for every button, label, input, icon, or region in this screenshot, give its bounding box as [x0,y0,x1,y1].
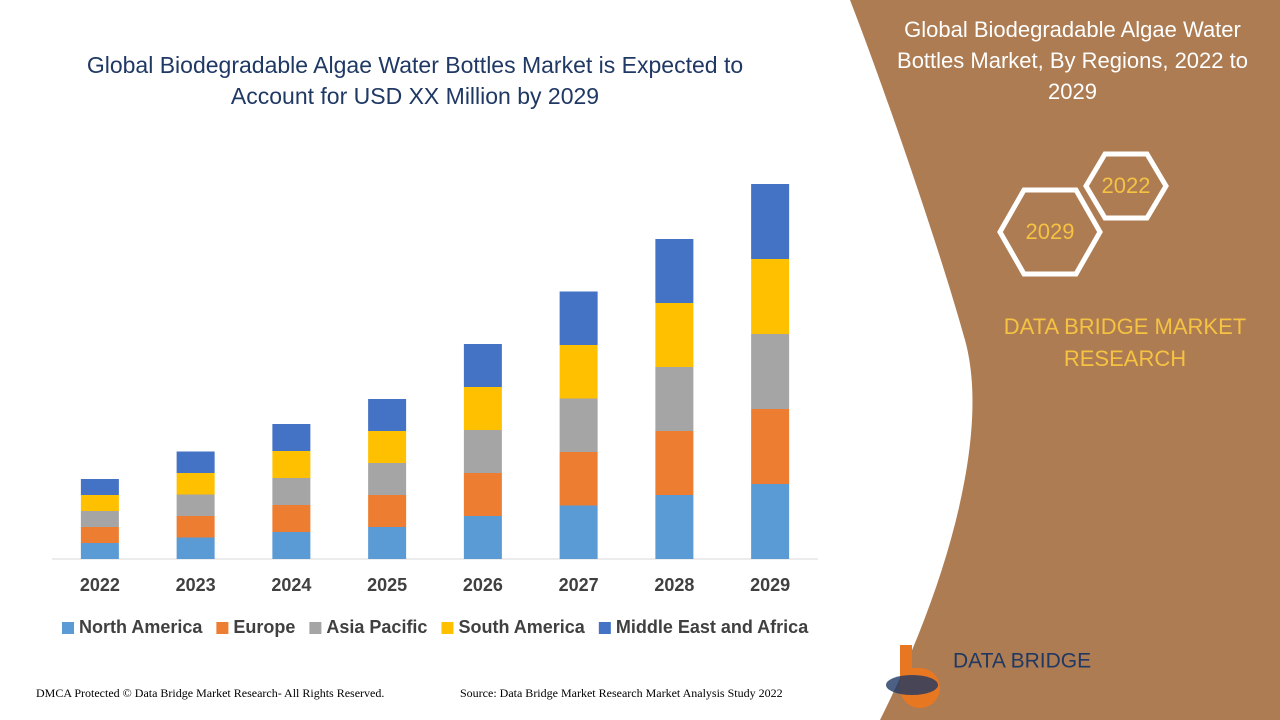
legend-swatch [309,622,322,634]
hexagon [1083,151,1169,221]
logo-text: DATA BRIDGE [953,650,1091,673]
bar-segment [176,473,215,495]
bar-segment [272,505,311,532]
bar-segment [559,452,598,506]
hexagon-label: 2022 [1102,173,1151,198]
legend-swatch [441,622,454,634]
bar-segment [463,387,502,430]
bar-segment [751,184,790,259]
bar-segment [559,505,598,559]
bar-segment [463,473,502,516]
legend-label: North America [79,617,203,637]
bar-segment [655,239,694,303]
x-tick-label: 2029 [750,575,790,595]
bar-segment [80,511,119,527]
bar-segment [272,532,311,559]
legend-label: South America [458,617,585,637]
legend-label: Asia Pacific [326,617,427,637]
x-tick-label: 2024 [271,575,311,595]
bar-segment [559,398,598,452]
bar-segment [751,259,790,334]
bar-segment [559,291,598,345]
legend-label: Europe [233,617,295,637]
bar-segment [751,334,790,409]
logo-icon [886,675,938,695]
bar-segment [176,451,215,473]
legend-swatch [62,622,74,634]
bar-segment [176,516,215,538]
chart-title: Global Biodegradable Algae Water Bottles… [86,52,744,109]
bar-segment [463,430,502,473]
panel-title: Global Biodegradable Algae Water Bottles… [897,17,1248,104]
logo: DATA BRIDGE [886,645,1091,708]
bar-segment [80,527,119,543]
footer-right: Source: Data Bridge Market Research Mark… [460,686,783,700]
legend-swatch [598,622,611,634]
bar-segment [463,516,502,559]
x-tick-label: 2027 [559,575,599,595]
bar-segment [368,431,407,463]
legend-label: Middle East and Africa [616,617,809,637]
bar-segment [751,484,790,559]
legend-swatch [216,622,229,634]
bar-segment [272,424,311,451]
bar-segment [655,303,694,367]
footer-left: DMCA Protected © Data Bridge Market Rese… [36,686,385,700]
bar-segment [368,527,407,559]
bar-segment [80,495,119,511]
bar-segment [751,409,790,484]
x-tick-label: 2023 [176,575,216,595]
x-tick-label: 2028 [654,575,694,595]
x-tick-label: 2025 [367,575,407,595]
bar-segment [176,494,215,516]
bar-segment [80,479,119,495]
brand-text: DATA BRIDGE MARKET RESEARCH [1003,314,1247,371]
bar-segment [655,431,694,495]
bar-segment [368,399,407,431]
bar-segment [655,367,694,431]
side-panel-bg [850,0,1280,720]
bar-segment [368,463,407,495]
bar-segment [176,537,215,559]
hexagon [997,187,1103,277]
bar-segment [463,344,502,387]
bar-segment [272,451,311,478]
bar-segment [368,495,407,527]
x-tick-label: 2026 [463,575,503,595]
bar-segment [272,478,311,505]
bar-segment [80,543,119,559]
bar-segment [559,345,598,399]
hexagon-label: 2029 [1026,219,1075,244]
x-tick-label: 2022 [80,575,120,595]
bar-segment [655,495,694,559]
